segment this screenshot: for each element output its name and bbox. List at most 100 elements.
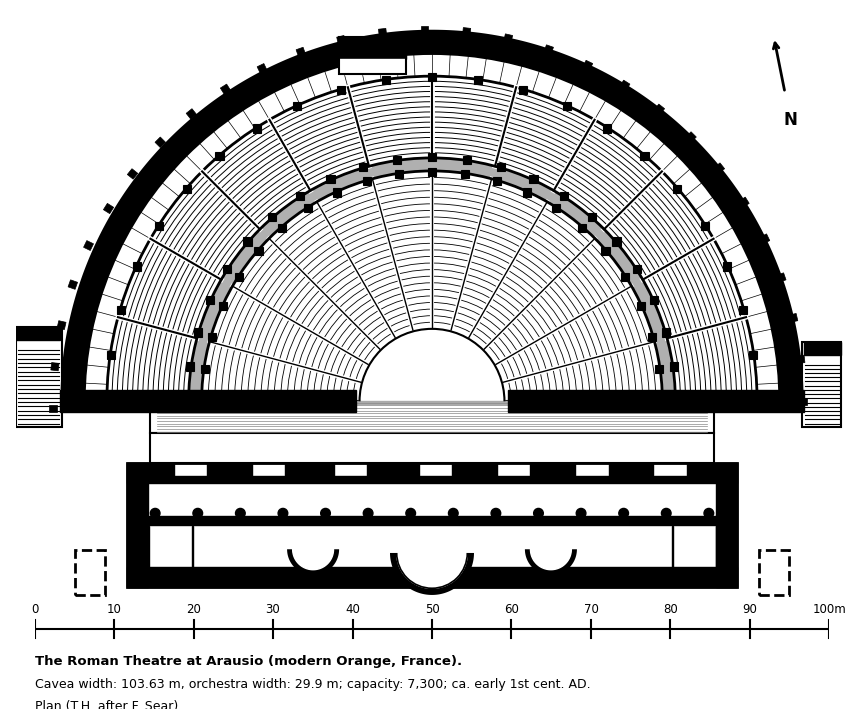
Bar (633, 265, 641, 274)
Polygon shape (804, 342, 841, 355)
Bar (206, 296, 214, 304)
Bar (174, 463, 207, 479)
Bar (686, 132, 696, 143)
Polygon shape (60, 390, 356, 413)
Bar (127, 463, 737, 587)
Bar (519, 86, 528, 94)
Text: Cavea width: 103.63 m, orchestra width: 29.9 m; capacity: 7,300; ca. early 1st c: Cavea width: 103.63 m, orchestra width: … (35, 679, 590, 691)
Bar (462, 155, 471, 164)
Circle shape (534, 508, 543, 518)
Circle shape (236, 508, 245, 518)
Bar (393, 155, 402, 164)
Polygon shape (653, 476, 687, 479)
Bar (640, 152, 649, 160)
Bar (334, 463, 367, 479)
Bar (654, 104, 664, 115)
Bar (133, 262, 141, 271)
Circle shape (406, 508, 416, 518)
Bar (504, 34, 512, 43)
Polygon shape (60, 30, 804, 401)
Bar (419, 463, 453, 479)
Bar (149, 401, 715, 433)
Polygon shape (359, 329, 505, 401)
Bar (117, 306, 124, 314)
Bar (428, 73, 436, 81)
Bar (524, 189, 531, 196)
Bar (613, 238, 620, 245)
Polygon shape (293, 549, 334, 569)
Bar (462, 28, 471, 35)
Bar (184, 397, 192, 406)
Bar (252, 124, 261, 133)
Bar (800, 398, 807, 405)
Polygon shape (397, 553, 467, 588)
Polygon shape (334, 476, 367, 479)
Bar (723, 262, 731, 271)
Bar (186, 108, 197, 119)
Bar (670, 362, 677, 371)
Bar (662, 328, 670, 337)
Polygon shape (107, 76, 757, 401)
Bar (428, 167, 436, 176)
Bar (802, 342, 841, 428)
Bar (701, 222, 709, 230)
Text: 10: 10 (106, 603, 122, 616)
Polygon shape (525, 549, 577, 575)
Bar (653, 463, 687, 479)
Bar (672, 397, 680, 406)
Bar (127, 463, 737, 587)
Bar (220, 84, 231, 94)
Polygon shape (174, 476, 207, 479)
Bar (219, 302, 227, 310)
Bar (759, 550, 789, 595)
Bar (552, 204, 560, 212)
Bar (382, 76, 390, 84)
Bar (84, 240, 93, 250)
Polygon shape (287, 549, 339, 575)
Bar (223, 265, 231, 274)
Bar (16, 327, 62, 428)
Polygon shape (60, 30, 804, 401)
Text: N: N (784, 111, 797, 130)
Circle shape (576, 508, 586, 518)
Text: 50: 50 (424, 603, 440, 616)
Bar (739, 197, 749, 207)
Text: 20: 20 (186, 603, 201, 616)
Text: 90: 90 (742, 603, 758, 616)
Bar (715, 163, 725, 173)
Circle shape (150, 508, 160, 518)
Bar (183, 185, 191, 193)
Polygon shape (339, 60, 406, 74)
Polygon shape (419, 476, 453, 479)
Bar (474, 76, 482, 84)
Bar (251, 463, 285, 479)
Bar (336, 86, 345, 94)
Circle shape (193, 508, 202, 518)
Bar (395, 170, 403, 178)
Bar (461, 170, 469, 178)
Bar (655, 364, 664, 373)
Circle shape (491, 508, 501, 518)
Bar (296, 192, 304, 200)
Text: 100m: 100m (812, 603, 847, 616)
Bar (104, 203, 114, 213)
Bar (492, 177, 501, 185)
Text: 30: 30 (265, 603, 281, 616)
Polygon shape (804, 342, 841, 428)
Polygon shape (16, 327, 60, 428)
Bar (621, 273, 629, 281)
Bar (304, 204, 312, 212)
Circle shape (278, 508, 288, 518)
Polygon shape (575, 476, 608, 479)
Circle shape (448, 508, 458, 518)
Text: The Roman Theatre at Arausio (modern Orange, France).: The Roman Theatre at Arausio (modern Ora… (35, 655, 461, 668)
Bar (333, 189, 340, 196)
Text: 80: 80 (663, 603, 678, 616)
Bar (648, 333, 657, 341)
Polygon shape (16, 327, 60, 340)
Bar (296, 48, 306, 57)
Bar (578, 223, 587, 232)
Bar (530, 175, 537, 184)
Bar (588, 213, 596, 221)
Polygon shape (148, 526, 149, 566)
